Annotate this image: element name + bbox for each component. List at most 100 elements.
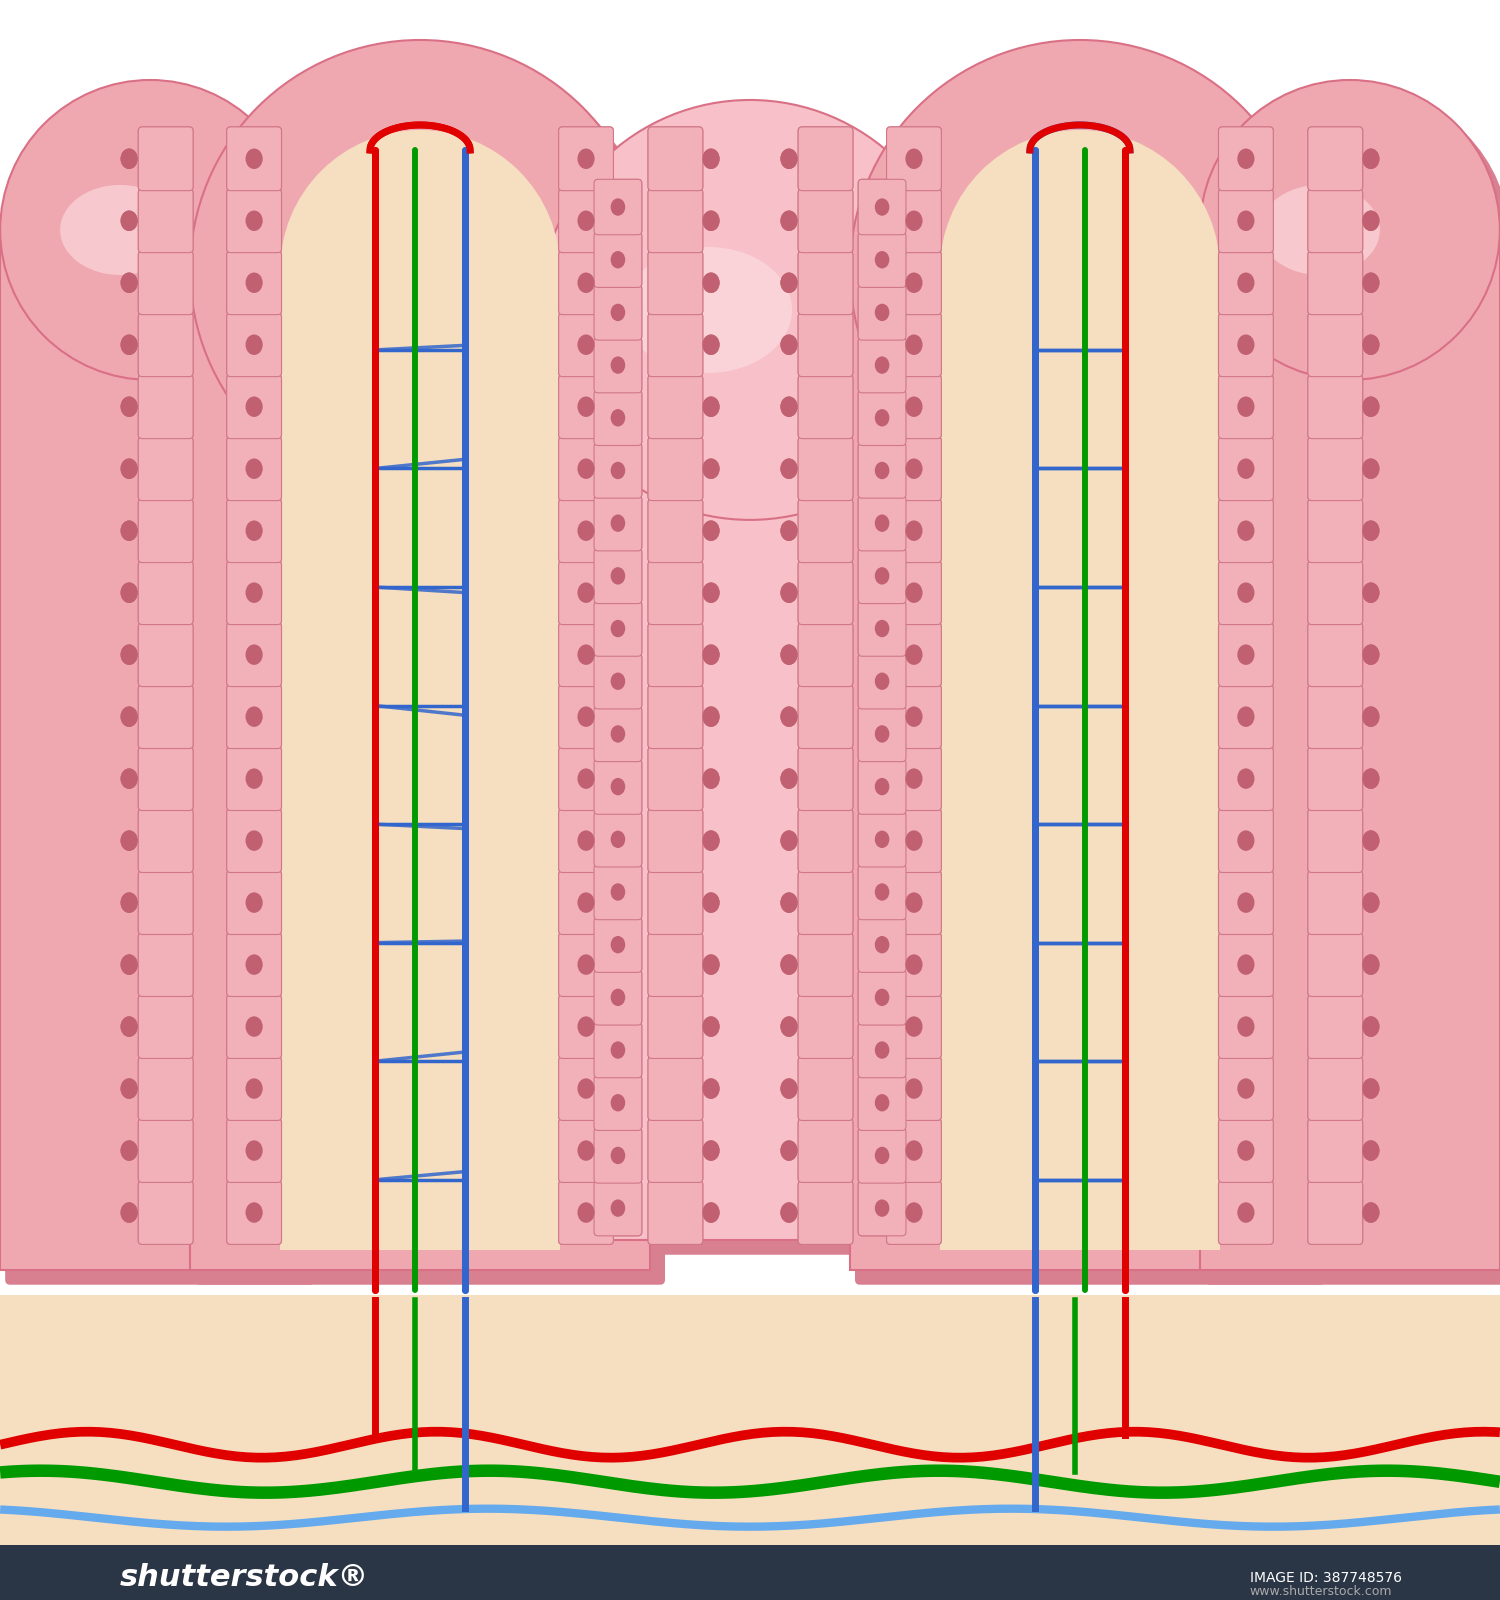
Ellipse shape <box>1238 893 1254 914</box>
Ellipse shape <box>578 459 594 478</box>
Ellipse shape <box>610 357 626 374</box>
FancyBboxPatch shape <box>226 126 282 190</box>
FancyBboxPatch shape <box>886 437 942 501</box>
Ellipse shape <box>874 251 890 269</box>
FancyBboxPatch shape <box>1218 1118 1274 1182</box>
Ellipse shape <box>610 989 626 1006</box>
FancyBboxPatch shape <box>886 1118 942 1182</box>
Ellipse shape <box>610 830 626 848</box>
FancyBboxPatch shape <box>798 1118 853 1182</box>
Ellipse shape <box>578 830 594 851</box>
FancyBboxPatch shape <box>1308 189 1362 253</box>
Ellipse shape <box>702 893 720 914</box>
Ellipse shape <box>1362 211 1380 230</box>
FancyBboxPatch shape <box>648 808 704 872</box>
Ellipse shape <box>610 989 626 1006</box>
FancyBboxPatch shape <box>798 995 853 1059</box>
Ellipse shape <box>906 707 922 726</box>
Ellipse shape <box>1362 459 1380 478</box>
FancyBboxPatch shape <box>594 811 642 867</box>
FancyBboxPatch shape <box>1308 933 1362 997</box>
Ellipse shape <box>874 672 890 690</box>
Ellipse shape <box>246 1016 262 1037</box>
FancyBboxPatch shape <box>594 285 642 341</box>
Ellipse shape <box>540 99 960 520</box>
FancyBboxPatch shape <box>594 549 642 603</box>
Ellipse shape <box>578 149 594 170</box>
FancyBboxPatch shape <box>798 933 853 997</box>
FancyBboxPatch shape <box>226 995 282 1059</box>
Ellipse shape <box>120 645 138 666</box>
FancyBboxPatch shape <box>798 870 853 934</box>
FancyBboxPatch shape <box>886 685 942 749</box>
FancyBboxPatch shape <box>594 179 642 235</box>
Ellipse shape <box>780 1202 798 1222</box>
Ellipse shape <box>874 619 890 637</box>
Ellipse shape <box>1362 645 1380 666</box>
Ellipse shape <box>906 707 922 726</box>
FancyBboxPatch shape <box>1218 622 1274 686</box>
FancyBboxPatch shape <box>858 1128 906 1182</box>
Ellipse shape <box>610 1147 626 1165</box>
Ellipse shape <box>874 936 890 954</box>
Ellipse shape <box>610 778 626 795</box>
FancyBboxPatch shape <box>138 685 194 749</box>
FancyBboxPatch shape <box>858 706 906 762</box>
FancyBboxPatch shape <box>558 437 614 501</box>
Ellipse shape <box>1362 334 1380 355</box>
FancyBboxPatch shape <box>648 1056 704 1120</box>
FancyBboxPatch shape <box>858 549 906 603</box>
FancyBboxPatch shape <box>594 232 642 288</box>
FancyBboxPatch shape <box>226 251 282 315</box>
FancyBboxPatch shape <box>648 251 704 315</box>
FancyBboxPatch shape <box>1308 685 1362 749</box>
Ellipse shape <box>1238 520 1254 541</box>
Ellipse shape <box>246 893 262 914</box>
FancyBboxPatch shape <box>648 374 704 438</box>
FancyBboxPatch shape <box>858 390 906 445</box>
FancyBboxPatch shape <box>226 314 282 376</box>
Ellipse shape <box>285 134 555 405</box>
FancyBboxPatch shape <box>1218 189 1274 253</box>
FancyBboxPatch shape <box>858 917 906 973</box>
FancyBboxPatch shape <box>226 933 282 997</box>
Ellipse shape <box>1362 149 1380 170</box>
FancyBboxPatch shape <box>594 443 642 498</box>
Ellipse shape <box>874 1147 890 1165</box>
Ellipse shape <box>282 202 466 339</box>
Ellipse shape <box>578 582 594 603</box>
FancyBboxPatch shape <box>226 1118 282 1182</box>
FancyBboxPatch shape <box>594 1128 642 1182</box>
Ellipse shape <box>1238 272 1254 293</box>
FancyBboxPatch shape <box>558 374 614 438</box>
FancyBboxPatch shape <box>1308 314 1362 376</box>
Ellipse shape <box>120 645 138 666</box>
Ellipse shape <box>874 883 890 901</box>
FancyBboxPatch shape <box>1218 685 1274 749</box>
FancyBboxPatch shape <box>1218 437 1274 501</box>
Ellipse shape <box>1238 954 1254 974</box>
FancyBboxPatch shape <box>648 126 704 190</box>
FancyBboxPatch shape <box>648 1118 704 1182</box>
Ellipse shape <box>906 211 922 230</box>
Ellipse shape <box>780 645 798 666</box>
FancyBboxPatch shape <box>138 189 194 253</box>
FancyBboxPatch shape <box>226 933 282 997</box>
FancyBboxPatch shape <box>1308 1181 1362 1245</box>
Ellipse shape <box>906 830 922 851</box>
FancyBboxPatch shape <box>886 747 942 811</box>
Ellipse shape <box>1362 582 1380 603</box>
FancyBboxPatch shape <box>648 314 704 376</box>
Ellipse shape <box>874 672 890 690</box>
FancyBboxPatch shape <box>226 314 282 376</box>
Ellipse shape <box>120 1202 138 1222</box>
FancyBboxPatch shape <box>138 808 194 872</box>
Ellipse shape <box>120 149 138 170</box>
FancyBboxPatch shape <box>558 1056 614 1120</box>
FancyBboxPatch shape <box>138 374 194 438</box>
Ellipse shape <box>702 582 720 603</box>
FancyBboxPatch shape <box>886 374 942 438</box>
FancyBboxPatch shape <box>648 1056 704 1120</box>
FancyBboxPatch shape <box>858 232 906 288</box>
Ellipse shape <box>1362 582 1380 603</box>
